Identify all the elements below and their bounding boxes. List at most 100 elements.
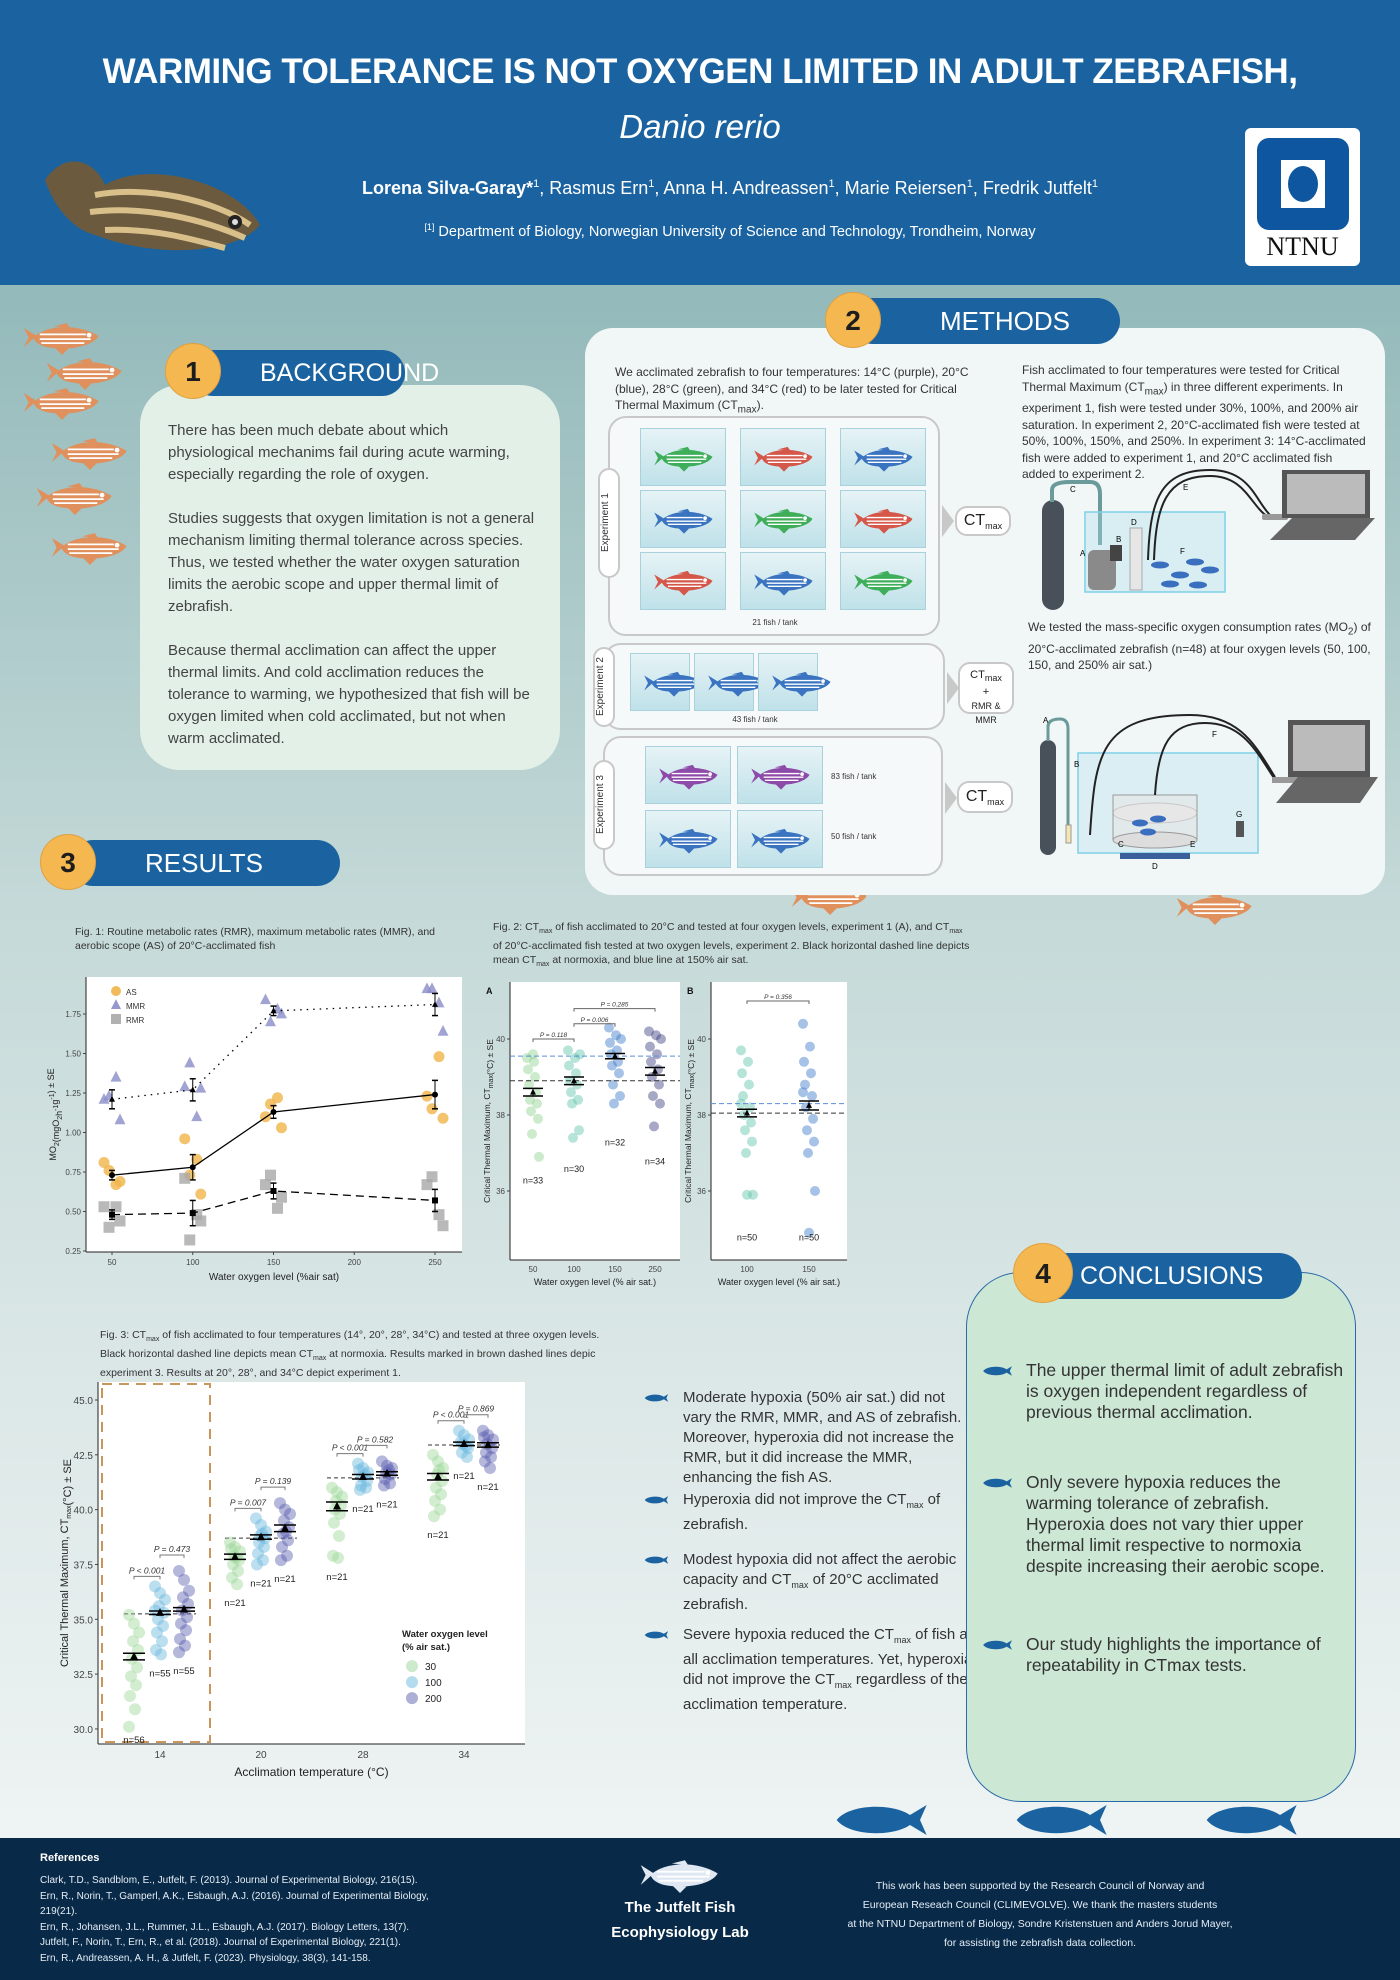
experiment-2-box: Experiment 2 43 fish / tank — [593, 643, 945, 730]
rmr-mmr-label: RMR & MMR — [971, 701, 1001, 726]
data-point — [609, 1098, 619, 1109]
data-point — [195, 1188, 207, 1200]
conclusion-text: Our study highlights the importance of r… — [1026, 1634, 1321, 1675]
acknowledgement: This work has been supported by the Rese… — [830, 1877, 1250, 1953]
data-point — [173, 1646, 185, 1659]
x-tick-label: 150 — [608, 1265, 622, 1274]
superscript: -1 — [53, 1104, 60, 1110]
x-tick-label: 150 — [267, 1258, 281, 1267]
legend-title: (% air sat.) — [402, 1642, 450, 1653]
x-tick-label: 200 — [348, 1258, 362, 1267]
data-point — [355, 1479, 367, 1492]
data-point — [648, 1091, 658, 1101]
zebrafish-icon — [653, 505, 715, 535]
zebrafish-icon — [853, 443, 915, 473]
n-label: n=50 — [799, 1232, 819, 1242]
ct-label: CT — [970, 669, 985, 681]
data-point — [354, 1483, 366, 1496]
data-point — [564, 1060, 574, 1071]
panel-label: A — [486, 986, 493, 996]
comparison-bracket — [532, 1038, 575, 1042]
data-point — [528, 1049, 538, 1060]
fish-tank — [840, 428, 926, 486]
text-segment: We acclimated zebrafish to four temperat… — [615, 365, 969, 412]
panel-label: B — [687, 986, 694, 996]
text-segment: Fig. 1: Routine metabolic rates (RMR), m… — [75, 926, 436, 952]
data-point — [156, 1635, 168, 1648]
legend-label: AS — [126, 988, 137, 997]
p-value-label: P = 0.285 — [601, 1002, 629, 1009]
ct-label: CT — [965, 788, 988, 805]
fish-bullet-icon — [643, 1494, 669, 1506]
lab-name: The Jutfelt Fish Ecophysiology Lab — [580, 1895, 780, 1945]
data-point — [458, 1429, 470, 1442]
legend-label: 30 — [425, 1662, 437, 1673]
data-point — [125, 1670, 137, 1683]
data-point — [530, 1072, 540, 1082]
y-tick-label: 40 — [496, 1035, 505, 1044]
text-segment: ) of 20°C-acclimated zebrafish (n=48) at… — [1028, 620, 1371, 673]
fish-tank — [645, 810, 731, 868]
data-point — [110, 1070, 122, 1082]
fish-tank — [640, 490, 726, 548]
data-point — [803, 1148, 813, 1158]
data-point — [184, 1056, 196, 1068]
data-point — [181, 1611, 193, 1624]
fish-bullet-icon — [981, 1638, 1013, 1652]
text-segment: g — [50, 1100, 60, 1105]
methods-ctmax-text: Fish acclimated to four temperatures wer… — [1022, 362, 1367, 483]
zebrafish-icon — [653, 443, 715, 473]
zebrafish-illustration — [45, 161, 260, 251]
series-RMR — [98, 1169, 449, 1246]
background-paragraph: There has been much debate about which p… — [168, 422, 510, 483]
fish-silhouette-icon — [1200, 1800, 1300, 1840]
n-label: n=30 — [564, 1164, 584, 1174]
comparison-bracket — [746, 1000, 810, 1004]
x-tick-label: 100 — [567, 1265, 581, 1274]
text-segment: Critical Thermal Maximum, CT — [59, 1518, 71, 1667]
fish-tank — [640, 552, 726, 610]
data-point — [376, 1455, 388, 1468]
data-point — [429, 1494, 441, 1507]
data-point — [740, 1125, 750, 1136]
reference-item: Ern, R., Norin, T., Gamperl, A.K., Esbau… — [40, 1890, 429, 1918]
data-point — [477, 1424, 489, 1437]
y-tick-label: 1.00 — [65, 1129, 81, 1138]
author-affiliation-mark: 1 — [648, 178, 655, 190]
data-point — [224, 1536, 236, 1549]
n-label: n=21 — [274, 1574, 295, 1585]
subscript: max — [536, 961, 550, 969]
data-point — [736, 1045, 746, 1056]
lab-name-line: Ecophysiology Lab — [611, 1924, 749, 1941]
data-point — [524, 1079, 534, 1090]
data-point — [738, 1091, 748, 1101]
data-point — [456, 1446, 468, 1459]
conclusions-list: The upper thermal limit of adult zebrafi… — [966, 1272, 1356, 1772]
x-tick-label: 20 — [255, 1750, 267, 1761]
arrow-icon — [947, 672, 959, 704]
fish-bullet-icon — [981, 1476, 1013, 1490]
data-point — [437, 1112, 449, 1124]
mean-marker — [434, 1472, 442, 1480]
data-point — [276, 1540, 288, 1553]
conclusions-panel — [966, 1272, 1356, 1802]
data-point — [258, 1540, 270, 1553]
author-name: , Fredrik Jutfelt — [972, 178, 1092, 198]
x-tick-label: 34 — [458, 1750, 470, 1761]
author-name: , Rasmus Ern — [539, 178, 649, 198]
superscript: -1 — [49, 1093, 56, 1099]
legend-title: Water oxygen level — [402, 1629, 488, 1640]
text-segment: Severe hypoxia reduced the CT — [683, 1626, 894, 1643]
n-label: n=56 — [123, 1735, 144, 1746]
data-point — [604, 1022, 614, 1033]
data-point — [384, 1477, 396, 1490]
p-value-label: P < 0.001 — [433, 1410, 470, 1420]
setup-label: F — [1212, 730, 1217, 739]
data-point — [802, 1125, 812, 1136]
y-tick-label: 1.75 — [65, 1010, 81, 1019]
data-point — [646, 1056, 656, 1067]
mean-marker — [109, 1211, 115, 1218]
data-point — [326, 1481, 338, 1494]
data-point — [251, 1558, 263, 1571]
legend-label: 100 — [425, 1678, 442, 1689]
